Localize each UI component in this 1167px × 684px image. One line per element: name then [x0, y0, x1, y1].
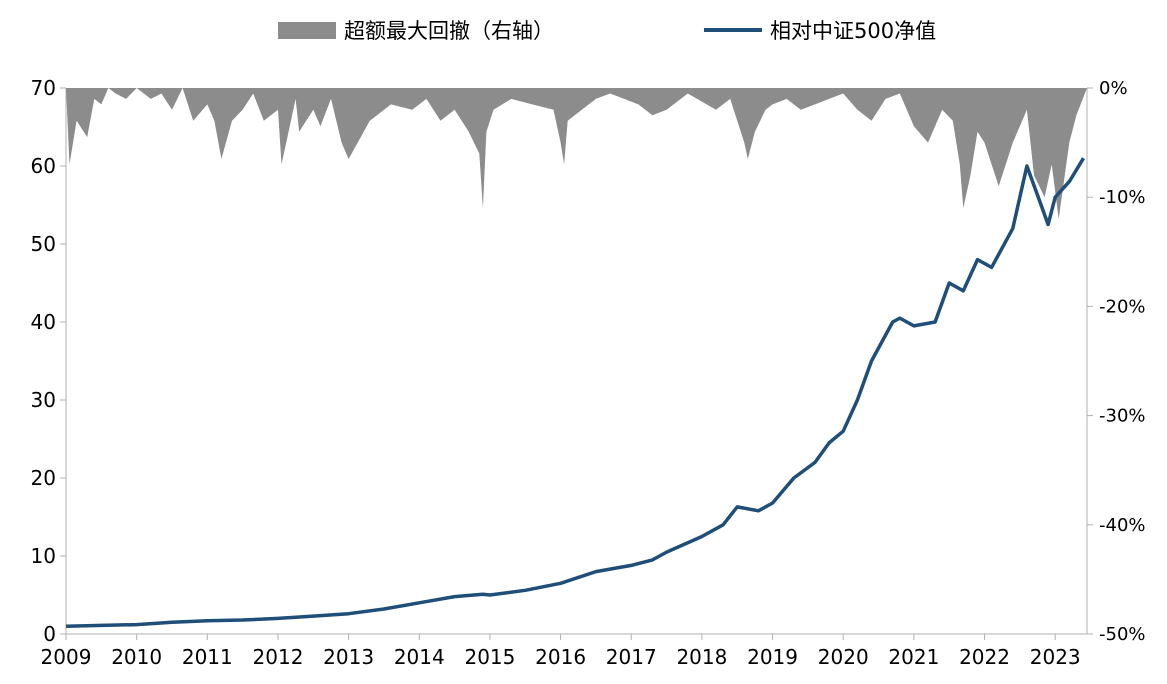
left-tick-label: 0 — [43, 622, 56, 646]
x-tick-label: 2013 — [323, 645, 374, 669]
left-tick-label: 40 — [31, 310, 56, 334]
right-tick-label: -10% — [1099, 187, 1146, 208]
x-tick-label: 2017 — [606, 645, 657, 669]
series-drawdown-area — [66, 88, 1087, 219]
left-tick-label: 50 — [31, 232, 56, 256]
right-tick-label: -30% — [1099, 406, 1146, 427]
left-tick-label: 10 — [31, 544, 56, 568]
x-tick-label: 2023 — [1030, 645, 1081, 669]
x-tick-label: 2020 — [818, 645, 869, 669]
left-tick-label: 20 — [31, 466, 56, 490]
legend-label-drawdown: 超额最大回撤（右轴） — [344, 19, 554, 43]
right-axis-ticks: -50% -40% -30% -20% -10% 0% — [1087, 78, 1146, 645]
left-tick-label: 60 — [31, 154, 56, 178]
right-tick-label: 0% — [1099, 78, 1128, 99]
x-tick-label: 2018 — [676, 645, 727, 669]
x-tick-label: 2014 — [394, 645, 445, 669]
legend: 超额最大回撤（右轴） 相对中证500净值 — [278, 19, 936, 43]
x-tick-label: 2015 — [464, 645, 515, 669]
axes — [65, 88, 1088, 635]
legend-label-nav: 相对中证500净值 — [770, 19, 936, 43]
left-tick-label: 30 — [31, 388, 56, 412]
series-nav-line — [65, 157, 1085, 628]
x-tick-label: 2012 — [253, 645, 304, 669]
left-tick-label: 70 — [31, 76, 56, 100]
x-tick-label: 2009 — [41, 645, 92, 669]
right-tick-label: -40% — [1099, 515, 1146, 536]
x-tick-label: 2022 — [959, 645, 1010, 669]
x-tick-label: 2010 — [111, 645, 162, 669]
x-tick-label: 2016 — [535, 645, 586, 669]
x-tick-label: 2011 — [182, 645, 233, 669]
x-tick-label: 2019 — [747, 645, 798, 669]
legend-swatch-drawdown — [278, 22, 336, 39]
x-tick-label: 2021 — [888, 645, 939, 669]
right-tick-label: -20% — [1099, 296, 1146, 317]
right-tick-label: -50% — [1099, 624, 1146, 645]
x-axis-ticks: 2009 2010 2011 2012 2013 2014 2015 2016 2017 2018… — [41, 634, 1081, 669]
left-axis-ticks: 0 10 20 30 40 50 60 70 — [31, 76, 66, 646]
